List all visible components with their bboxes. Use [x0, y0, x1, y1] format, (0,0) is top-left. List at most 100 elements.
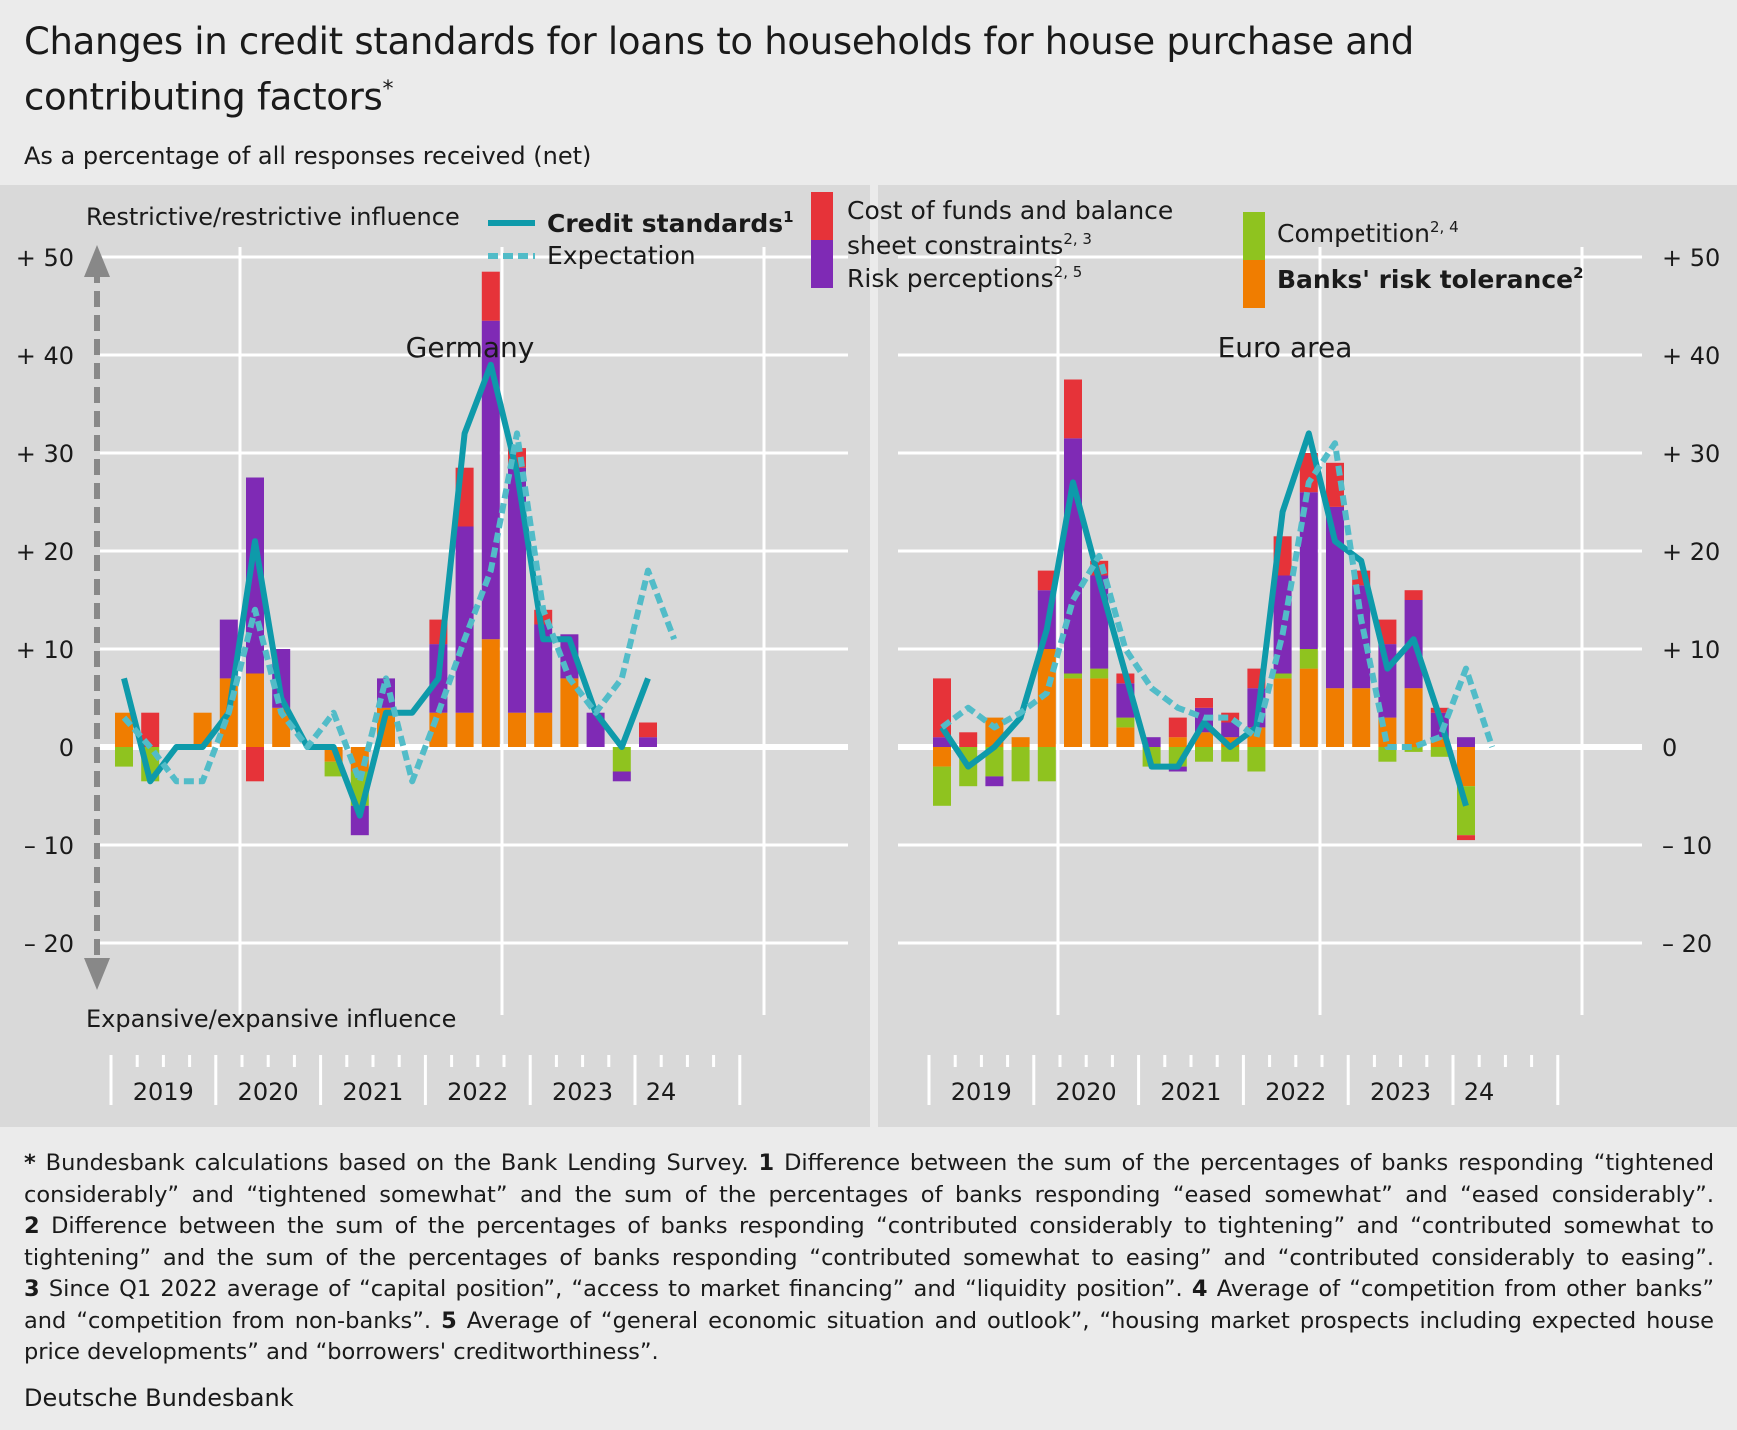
x-tick-label: 2022 [447, 1078, 508, 1106]
y-tick-label-right: + 30 [1662, 440, 1720, 468]
bar-competition [1247, 747, 1266, 772]
bar-risk-tolerance [246, 673, 264, 747]
legend: Credit standards1 Expectation Cost of fu… [488, 192, 1584, 308]
y-tick-label-left: – 20 [24, 930, 74, 958]
bar-risk-tolerance [1168, 737, 1187, 747]
y-tick-label-left: + 20 [16, 538, 74, 566]
bar-competition [1273, 673, 1292, 679]
arrow-up-icon [84, 245, 110, 277]
bar-competition [933, 766, 951, 806]
bar-risk-perceptions [985, 776, 1004, 787]
bar-competition [1011, 747, 1030, 782]
bar-cost-of-funds [481, 271, 500, 321]
footnote-2-text: Difference between the sum of the percen… [24, 1213, 1715, 1271]
bar-competition [1037, 747, 1056, 782]
bar-competition [1378, 747, 1397, 762]
bar-competition [1404, 747, 1423, 752]
bar-risk-tolerance [1011, 737, 1030, 747]
bar-risk-perceptions [350, 805, 369, 836]
x-tick-label: 2021 [342, 1078, 403, 1106]
bar-risk-tolerance [1352, 688, 1371, 747]
bar-cost-of-funds [1064, 379, 1082, 439]
line-expectation [940, 440, 1496, 750]
legend-sup-credit-standards: 1 [783, 208, 793, 226]
bar-cost-of-funds [1457, 835, 1475, 841]
chart-area: + 50 + 50 + 40 + 40 + 30 + 30 + 20 + 20 + 10 + 10… [0, 185, 1737, 1130]
legend-sup-competition: 2, 4 [1430, 218, 1459, 236]
footnote-marker-4: 4 [1191, 1276, 1208, 1302]
footnotes: * Bundesbank calculations based on the B… [24, 1148, 1714, 1369]
x-tick-label: 2023 [552, 1078, 613, 1106]
y-tick-label-left: + 10 [16, 636, 74, 664]
legend-swatch-cost-of-funds [811, 192, 833, 240]
bar-competition [1116, 717, 1135, 728]
legend-label-cost-of-funds-line1: Cost of funds and balance [847, 196, 1173, 225]
legend-sup-cost-of-funds: 2, 3 [1063, 230, 1092, 248]
bar-risk-tolerance [1326, 688, 1344, 747]
bar-competition [1064, 673, 1082, 679]
bar-competition [1299, 649, 1318, 669]
arrow-down-icon [84, 958, 110, 990]
bar-cost-of-funds [141, 712, 160, 747]
bar-competition [1090, 668, 1109, 679]
legend-label-expectation: Expectation [547, 241, 696, 270]
bar-cost-of-funds [1168, 717, 1187, 738]
bar-risk-tolerance [429, 712, 448, 747]
x-tick-label: 2019 [133, 1078, 194, 1106]
y-tick-label-left: 0 [59, 734, 74, 762]
footnote-1-text: Difference between the sum of the percen… [24, 1150, 1715, 1208]
page-subtitle: As a percentage of all responses receive… [24, 142, 592, 170]
bar-risk-perceptions [639, 737, 657, 747]
bar-risk-tolerance [1195, 732, 1213, 747]
footnote-marker-1: 1 [758, 1150, 775, 1176]
legend-item-credit-standards: Credit standards1 [488, 208, 794, 238]
axis-top-label: Restrictive/restrictive influence [86, 203, 460, 231]
x-tick-label: 2021 [1160, 1078, 1221, 1106]
line-expectation [121, 430, 678, 785]
bar-competition [1195, 747, 1213, 762]
bar-risk-perceptions [1221, 722, 1240, 738]
y-tick-label-right: + 40 [1662, 342, 1720, 370]
bar-risk-tolerance [1221, 737, 1240, 747]
page-title: Changes in credit standards for loans to… [24, 18, 1524, 121]
title-text: Changes in credit standards for loans to… [24, 20, 1414, 119]
bar-risk-perceptions [1064, 438, 1082, 674]
bar-cost-of-funds [639, 722, 657, 738]
bar-risk-perceptions [481, 320, 500, 640]
x-tick-label: 24 [646, 1078, 677, 1106]
footnote-star-text: Bundesbank calculations based on the Ban… [45, 1150, 749, 1176]
bar-risk-perceptions [455, 526, 474, 713]
bar-risk-tolerance [1273, 678, 1292, 747]
bar-cost-of-funds [1221, 712, 1240, 723]
y-tick-label-left: + 40 [16, 342, 74, 370]
legend-swatch-risk-perceptions [811, 240, 833, 288]
bar-risk-tolerance [272, 707, 291, 747]
bar-risk-perceptions [508, 467, 526, 713]
legend-label-credit-standards: Credit standards1 [547, 208, 794, 238]
bar-risk-tolerance [1404, 688, 1423, 747]
footnote-marker-3: 3 [24, 1276, 40, 1302]
bar-risk-tolerance [1116, 727, 1135, 747]
legend-item-competition: Competition2, 4 [1243, 212, 1459, 260]
x-tick-label: 2020 [238, 1078, 299, 1106]
x-tick-label: 24 [1464, 1078, 1495, 1106]
legend-text-credit-standards: Credit standards [547, 209, 783, 238]
direction-arrow [84, 245, 110, 990]
legend-label-risk-tolerance: Banks' risk tolerance2 [1277, 264, 1584, 294]
legend-text-competition: Competition [1277, 219, 1430, 248]
bar-competition [985, 747, 1004, 777]
bar-risk-perceptions [1299, 492, 1318, 649]
legend-sup-risk-tolerance: 2 [1573, 264, 1583, 282]
footnote-marker-2: 2 [24, 1213, 40, 1239]
footnote-marker-5: 5 [441, 1307, 457, 1334]
legend-item-risk-tolerance: Banks' risk tolerance2 [1243, 260, 1584, 308]
footnote-4-text: Average of “competition from other banks… [24, 1276, 1715, 1334]
bar-risk-tolerance [508, 712, 526, 747]
legend-label-competition: Competition2, 4 [1277, 218, 1459, 248]
bar-risk-perceptions [612, 771, 631, 782]
bar-cost-of-funds [1037, 570, 1056, 591]
line-credit-standards [121, 361, 651, 819]
x-tick-label: 2019 [951, 1078, 1012, 1106]
legend-swatch-risk-tolerance [1243, 260, 1265, 308]
bar-risk-tolerance [560, 678, 579, 747]
